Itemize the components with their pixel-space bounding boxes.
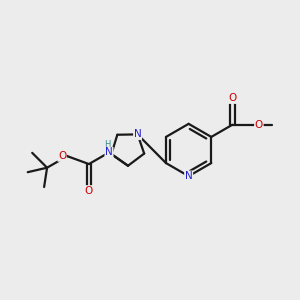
Text: H: H (104, 140, 111, 149)
Text: O: O (228, 93, 236, 103)
Text: O: O (255, 120, 263, 130)
Text: N: N (105, 148, 113, 158)
Text: O: O (84, 186, 92, 196)
Text: N: N (185, 171, 193, 181)
Text: O: O (58, 151, 66, 161)
Text: N: N (134, 129, 142, 140)
